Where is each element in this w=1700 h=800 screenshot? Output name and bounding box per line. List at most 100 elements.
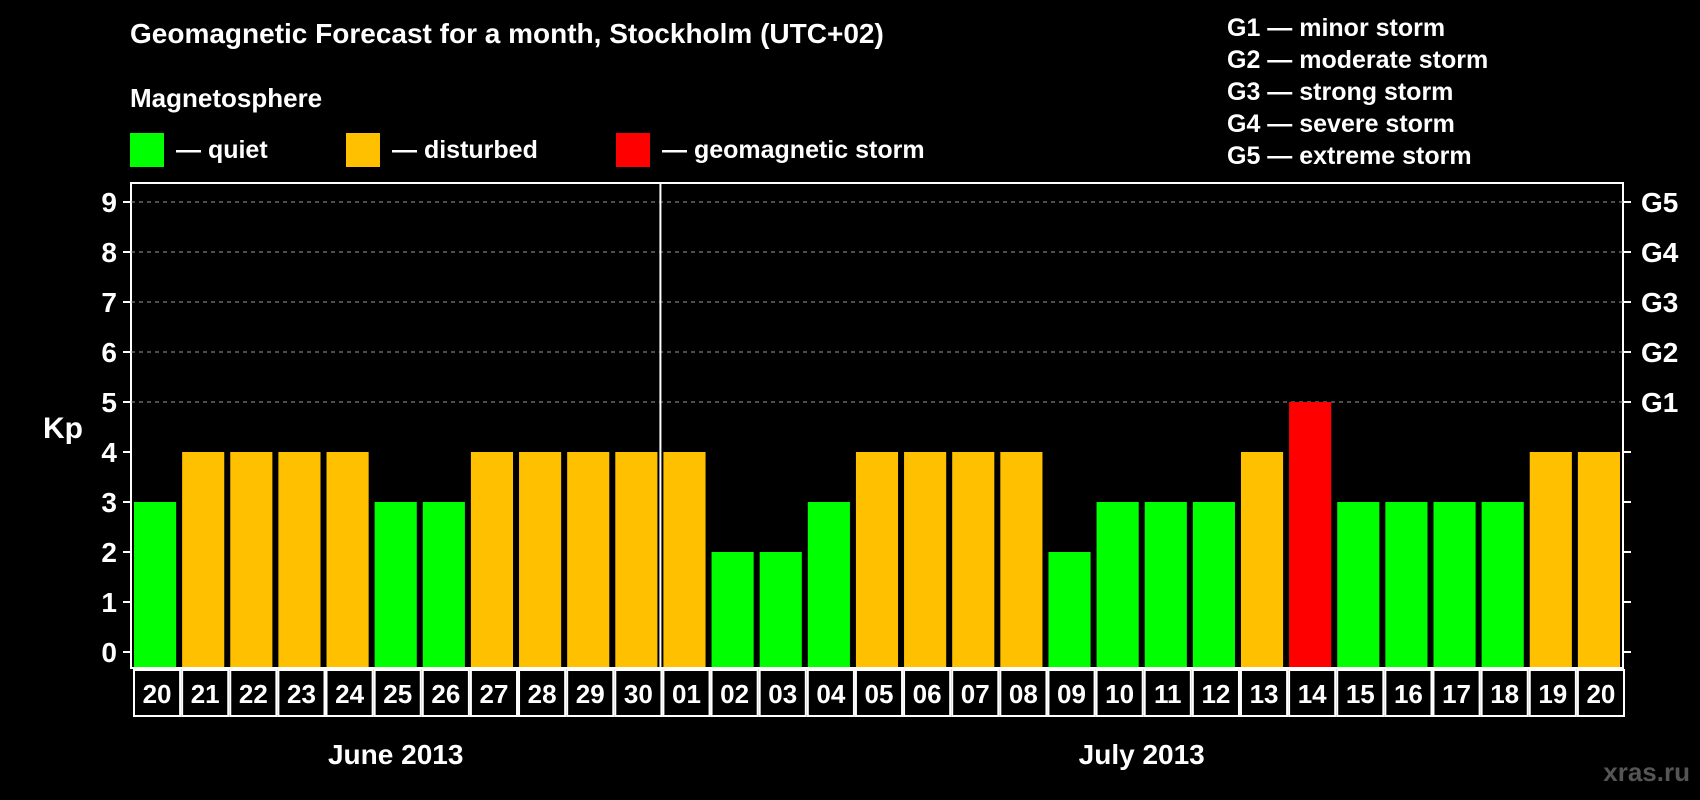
day-cell xyxy=(421,669,470,717)
legend-label-storm: — geomagnetic storm xyxy=(662,135,925,164)
legend-item-disturbed: — disturbed xyxy=(346,133,538,167)
day-cell xyxy=(518,669,567,717)
day-cell xyxy=(1336,669,1385,717)
bar xyxy=(904,452,947,667)
storm-scale-g4: G4 — severe storm xyxy=(1227,110,1455,138)
storm-scale-g2: G2 — moderate storm xyxy=(1227,46,1489,74)
x-tick-label: 07 xyxy=(961,679,990,709)
day-cell xyxy=(1047,669,1096,717)
x-tick-label: 17 xyxy=(1442,679,1471,709)
x-tick-label: 04 xyxy=(816,679,845,709)
x-tick-label: 05 xyxy=(865,679,894,709)
bar xyxy=(134,502,177,667)
x-tick-label: 08 xyxy=(1009,679,1038,709)
storm-scale-g5: G5 — extreme storm xyxy=(1227,142,1472,170)
y-tick-label: 3 xyxy=(101,487,117,518)
y-tick-label: 1 xyxy=(101,587,117,618)
bar xyxy=(1289,402,1332,667)
bar xyxy=(1433,502,1476,667)
x-tick-label: 02 xyxy=(720,679,749,709)
bar xyxy=(1000,452,1043,667)
x-tick-label: 11 xyxy=(1154,679,1182,709)
day-cell xyxy=(1480,669,1529,717)
bar xyxy=(1577,452,1620,667)
storm-scale-g3: G3 — strong storm xyxy=(1227,78,1454,106)
y-tick-label: 0 xyxy=(101,637,117,668)
day-cell xyxy=(999,669,1048,717)
day-cell xyxy=(903,669,952,717)
x-tick-label: 01 xyxy=(672,679,701,709)
bar xyxy=(1096,502,1139,667)
day-cell xyxy=(566,669,615,717)
bar xyxy=(567,452,610,667)
bar xyxy=(1385,502,1428,667)
bar xyxy=(807,502,850,667)
bar xyxy=(278,452,321,667)
x-tick-label: 22 xyxy=(239,679,268,709)
x-tick-label: 21 xyxy=(191,679,220,709)
day-cell xyxy=(1576,669,1626,717)
legend-swatch-disturbed xyxy=(346,133,380,167)
day-cell xyxy=(325,669,374,717)
y-tick-label: 6 xyxy=(101,337,117,368)
legend-swatch-storm xyxy=(616,133,650,167)
x-tick-label: 20 xyxy=(1586,679,1615,709)
day-cell xyxy=(469,669,519,717)
legend-swatch-quiet xyxy=(130,133,164,167)
watermark: xras.ru xyxy=(1603,757,1690,787)
day-cell xyxy=(614,669,663,717)
month-label: June 2013 xyxy=(328,739,463,770)
bar xyxy=(1240,452,1284,667)
storm-scale-legend: G1 — minor storm G2 — moderate storm G3 … xyxy=(1227,12,1488,172)
bar xyxy=(952,452,995,667)
bar xyxy=(1529,452,1572,667)
day-cell xyxy=(1384,669,1433,717)
chart-subtitle: Magnetosphere xyxy=(130,83,323,113)
x-tick-label: 16 xyxy=(1394,679,1423,709)
y-tick-label: 4 xyxy=(101,437,117,468)
x-tick-label: 26 xyxy=(431,679,460,709)
legend-label-quiet: — quiet xyxy=(176,135,268,164)
day-cell xyxy=(229,669,278,717)
day-cell xyxy=(1239,669,1289,717)
right-axis-label: G1 xyxy=(1641,387,1678,418)
day-cell xyxy=(758,669,807,717)
bar xyxy=(422,502,465,667)
bar xyxy=(855,452,899,667)
bar xyxy=(663,452,706,667)
bar xyxy=(711,552,754,667)
day-cell xyxy=(181,669,230,717)
y-tick-label: 7 xyxy=(101,287,117,318)
x-tick-label: 19 xyxy=(1538,679,1567,709)
bar xyxy=(374,502,417,667)
x-tick-label: 10 xyxy=(1105,679,1134,709)
bar xyxy=(1048,552,1091,667)
plot-frame xyxy=(130,182,1624,669)
x-tick-label: 13 xyxy=(1250,679,1279,709)
x-tick-label: 24 xyxy=(335,679,364,709)
right-axis-label: G2 xyxy=(1641,337,1678,368)
x-tick-label: 09 xyxy=(1057,679,1086,709)
x-tick-label: 15 xyxy=(1346,679,1375,709)
day-cell xyxy=(1143,669,1192,717)
chart-title: Geomagnetic Forecast for a month, Stockh… xyxy=(130,18,884,49)
bar xyxy=(182,452,225,667)
x-tick-label: 30 xyxy=(624,679,653,709)
y-axis-label: Kp xyxy=(43,412,83,445)
bar xyxy=(1337,502,1380,667)
x-tick-label: 27 xyxy=(480,679,509,709)
bar xyxy=(1481,502,1524,667)
bar xyxy=(326,452,369,667)
bar xyxy=(470,452,514,667)
x-tick-label: 12 xyxy=(1201,679,1230,709)
x-tick-label: 23 xyxy=(287,679,316,709)
bar xyxy=(519,452,562,667)
x-tick-label: 18 xyxy=(1490,679,1519,709)
y-tick-label: 9 xyxy=(101,187,117,218)
right-axis-label: G3 xyxy=(1641,287,1678,318)
bar xyxy=(615,452,658,667)
bar xyxy=(759,552,802,667)
legend-item-storm: — geomagnetic storm xyxy=(616,133,925,167)
day-cell xyxy=(710,669,759,717)
day-cell xyxy=(806,669,855,717)
